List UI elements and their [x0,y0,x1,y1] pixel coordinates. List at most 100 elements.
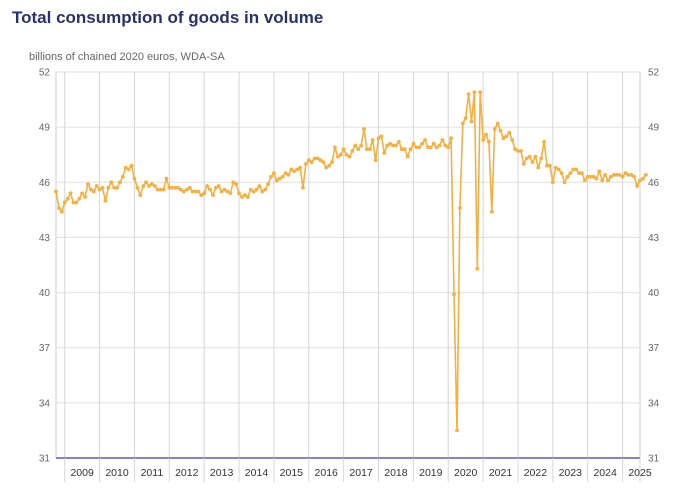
data-point [164,176,169,181]
data-point [338,152,343,157]
data-point [385,143,390,148]
data-point [344,152,349,157]
data-point [585,174,590,179]
data-point [434,145,439,150]
data-point [315,156,320,161]
data-point [257,184,262,188]
data-point [556,167,561,172]
data-point [173,185,178,190]
y-axis-unit-label: billions of chained 2020 euros, WDA-SA [29,51,225,63]
data-point [632,174,637,179]
data-point [312,156,317,161]
data-point [428,145,433,150]
data-point [248,187,253,192]
data-point [574,167,578,172]
x-tick-label: 2020 [454,467,478,479]
data-point [533,154,538,159]
data-point [638,178,642,183]
data-point [516,149,520,153]
data-point [216,184,221,188]
data-point [379,134,384,139]
data-point [376,136,381,141]
data-point [83,195,87,199]
data-point [588,174,593,179]
data-point [62,200,67,205]
x-tick-label: 2022 [524,467,548,479]
data-point [353,143,358,148]
y-tick-label-right: 43 [648,233,660,244]
data-point [219,189,224,194]
data-point [362,127,366,131]
y-axis-right-ticks: 52 49 46 43 40 37 34 31 [648,68,660,465]
chart-title: Total consumption of goods in volume [12,8,324,27]
y-tick-label-left: 37 [39,343,51,354]
x-tick-label: 2015 [280,467,304,479]
data-point [138,193,143,198]
data-point [199,193,204,198]
data-point [286,173,291,177]
data-point [109,180,114,185]
data-point [71,200,76,205]
data-point [423,138,427,142]
x-tick-label: 2021 [489,467,513,479]
data-point [184,187,189,192]
data-point [103,198,108,203]
data-point [292,169,297,174]
data-point [641,176,645,181]
data-point [507,130,512,135]
data-point [118,180,122,185]
data-point [126,167,131,172]
data-point [318,158,323,163]
data-point [306,158,311,163]
data-point [74,200,79,205]
data-point [123,165,128,170]
data-point [176,185,180,190]
data-point [469,119,474,124]
data-point [347,154,352,159]
y-tick-label-right: 40 [648,288,660,299]
data-point [620,174,625,179]
data-point [80,191,84,196]
data-point [327,163,331,168]
data-point [141,184,146,188]
data-point [478,90,483,95]
y-tick-label-left: 31 [39,454,51,465]
data-point [237,191,241,196]
data-point [161,187,166,192]
data-point [609,174,613,179]
data-point [283,171,288,176]
data-point [251,189,256,194]
data-point [475,266,480,271]
y-tick-label-right: 52 [648,68,660,79]
data-point [225,189,230,194]
data-point [458,206,462,210]
data-point [559,171,564,176]
y-tick-label-right: 31 [648,454,660,465]
data-point [580,171,584,176]
data-point [623,171,628,176]
data-point [231,180,236,185]
data-point [530,160,535,165]
data-point [545,163,549,168]
data-point [129,163,134,168]
data-point [492,127,497,131]
data-point [274,178,279,183]
data-point [606,178,610,183]
data-point [309,160,314,165]
data-point [115,185,119,190]
data-point [333,145,337,150]
data-point [373,158,378,163]
data-point [399,147,404,152]
data-point [135,185,140,190]
data-point [335,154,340,159]
data-point [144,180,149,185]
data-point [254,187,259,192]
series-points [54,90,648,433]
data-point [460,121,465,126]
data-point [280,174,285,179]
data-point [179,187,183,192]
data-point [489,209,494,214]
data-point [350,149,355,153]
data-point [548,163,552,168]
